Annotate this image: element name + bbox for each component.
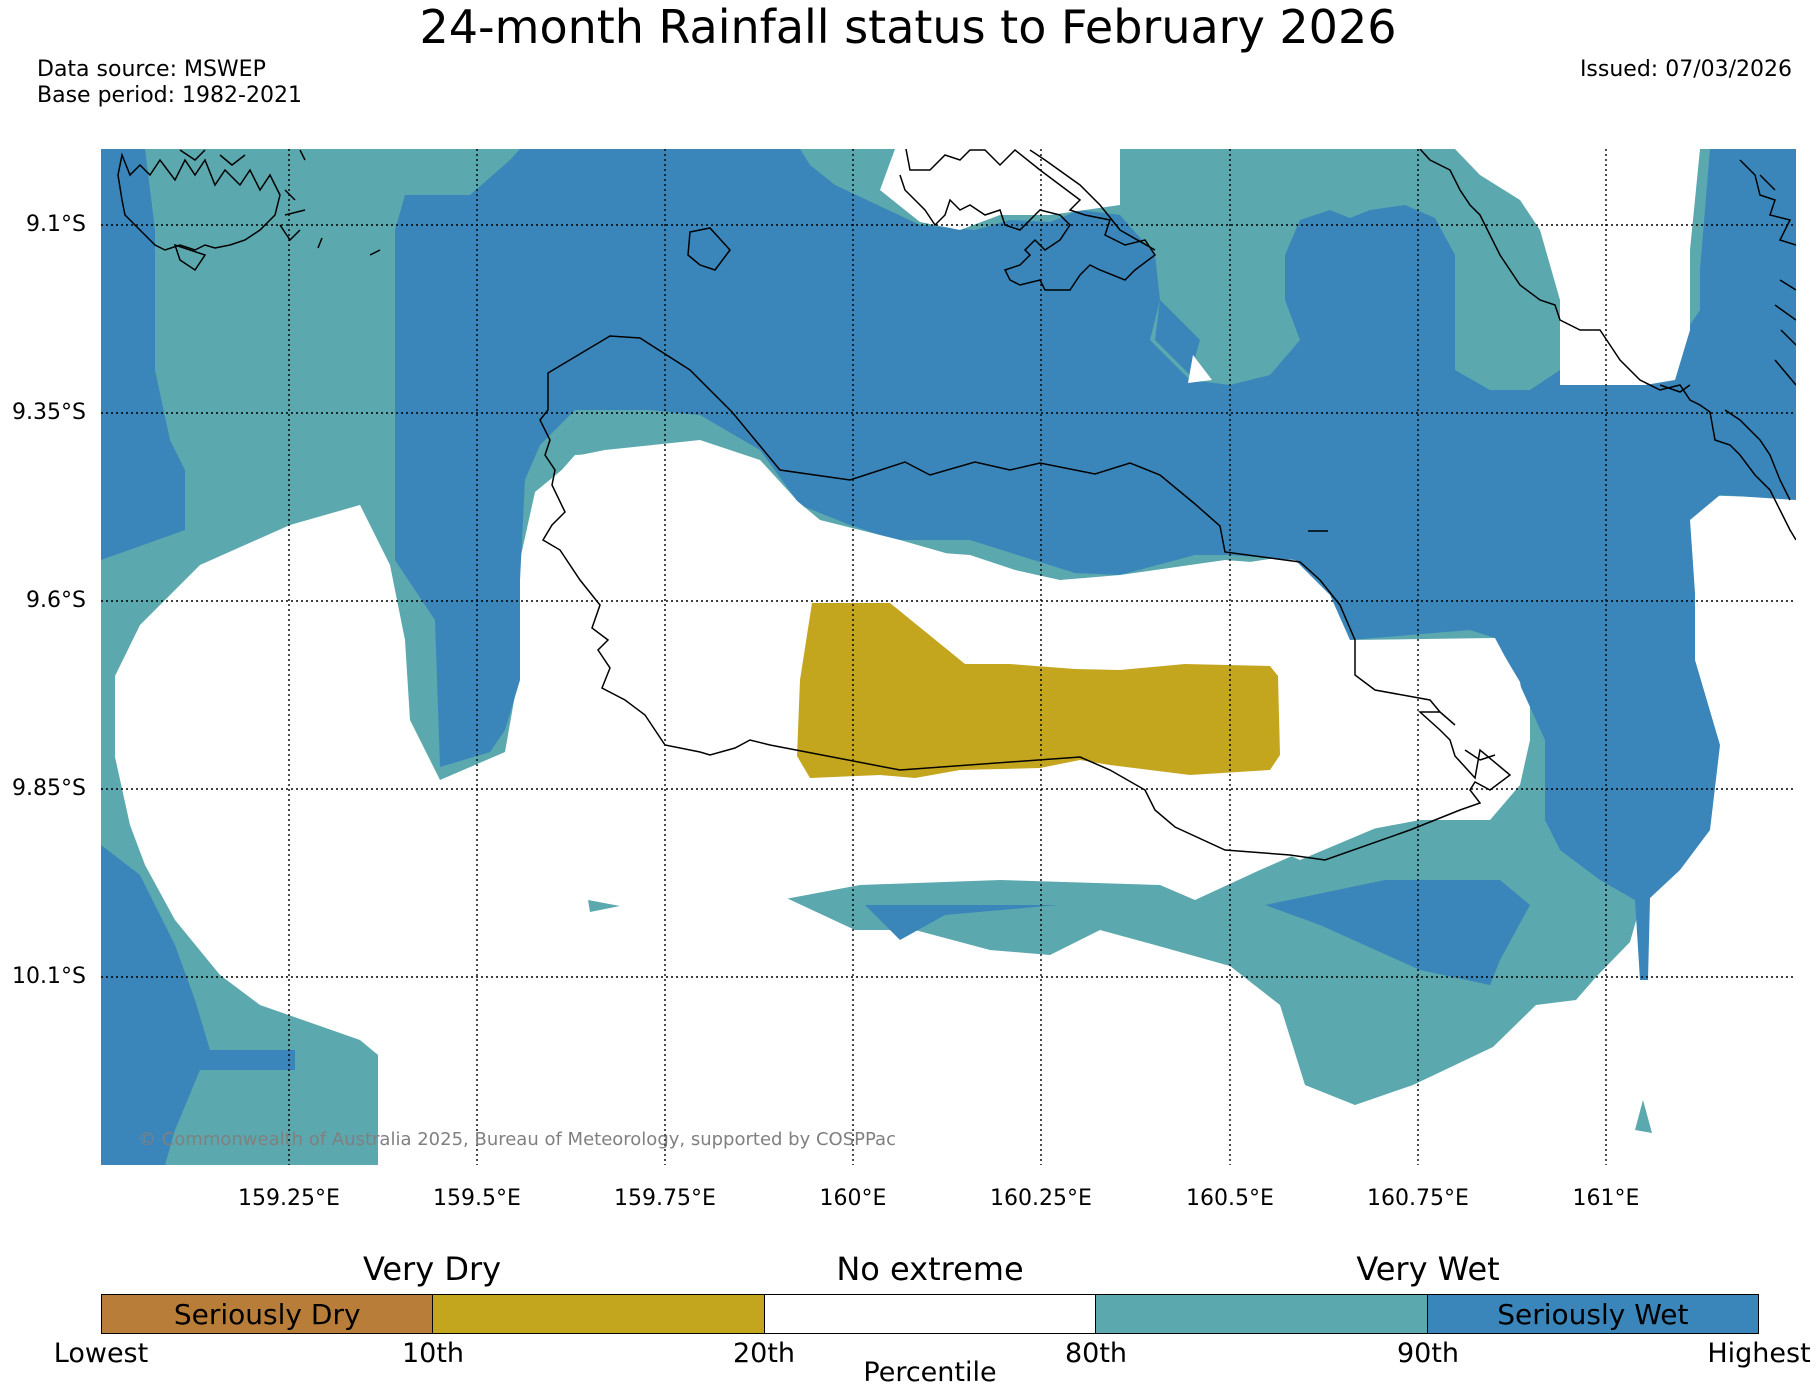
lon-tick-label: 160.75°E <box>1367 1186 1469 1211</box>
very-wet-patch-east <box>1635 1100 1652 1133</box>
legend-segment-very-dry <box>433 1295 765 1333</box>
legend-colorbar: Seriously Dry Seriously Wet <box>101 1294 1759 1334</box>
legend-boundary-label: Highest <box>1707 1338 1811 1369</box>
legend-segment-seriously-dry: Seriously Dry <box>102 1295 434 1333</box>
no-extreme-area-small <box>1188 355 1212 383</box>
legend-boundary-label: 20th <box>732 1338 796 1369</box>
legend-boundary-label: 80th <box>1064 1338 1128 1369</box>
lon-tick-label: 159.75°E <box>614 1186 716 1211</box>
seriously-wet-region-north <box>395 149 1796 980</box>
lat-tick-label: 9.85°S <box>12 776 86 801</box>
legend-segment-no-extreme <box>764 1295 1097 1333</box>
lon-tick-label: 161°E <box>1572 1186 1640 1211</box>
very-dry-region <box>797 603 1280 778</box>
legend-boundary-label: Lowest <box>53 1338 149 1369</box>
base-period-text: Base period: 1982-2021 <box>37 83 302 108</box>
legend-segment-very-wet <box>1096 1295 1428 1333</box>
lat-tick-label: 9.35°S <box>12 400 86 425</box>
data-source-text: Data source: MSWEP <box>37 57 266 82</box>
very-wet-patch <box>588 900 620 912</box>
legend-boundary-label: 90th <box>1396 1338 1460 1369</box>
lon-tick-label: 159.25°E <box>238 1186 340 1211</box>
lat-tick-label: 10.1°S <box>12 964 86 989</box>
legend-category-label: No extreme <box>836 1250 1024 1288</box>
no-extreme-area-northeast <box>1455 149 1700 385</box>
lat-tick-label: 9.1°S <box>26 212 86 237</box>
lon-tick-label: 159.5°E <box>433 1186 521 1211</box>
seriously-wet-region-southwest <box>101 845 295 1165</box>
lon-tick-label: 160.25°E <box>990 1186 1092 1211</box>
lon-tick-label: 160°E <box>819 1186 887 1211</box>
no-extreme-area-north <box>880 149 1120 230</box>
seriously-wet-region-south <box>865 880 1530 985</box>
map-metadata: Data source: MSWEP Base period: 1982-202… <box>37 57 302 109</box>
legend-segment-seriously-wet: Seriously Wet <box>1427 1295 1759 1333</box>
map-title: 24-month Rainfall status to February 202… <box>419 0 1397 54</box>
lat-tick-label: 9.6°S <box>26 588 86 613</box>
map-gridlines <box>101 149 1796 1165</box>
legend-boundary-label: 10th <box>401 1338 465 1369</box>
rainfall-contours <box>101 149 1796 1165</box>
coastline <box>117 149 1796 861</box>
seriously-wet-region-west <box>101 149 185 560</box>
issued-date: Issued: 07/03/2026 <box>1579 57 1792 82</box>
lon-tick-label: 160.5°E <box>1186 1186 1274 1211</box>
legend-axis-label: Percentile <box>863 1357 997 1388</box>
legend-category-label: Very Dry <box>362 1250 502 1288</box>
copyright-notice: © Commonwealth of Australia 2025, Bureau… <box>138 1129 896 1150</box>
legend-category-label: Very Wet <box>1356 1250 1500 1288</box>
